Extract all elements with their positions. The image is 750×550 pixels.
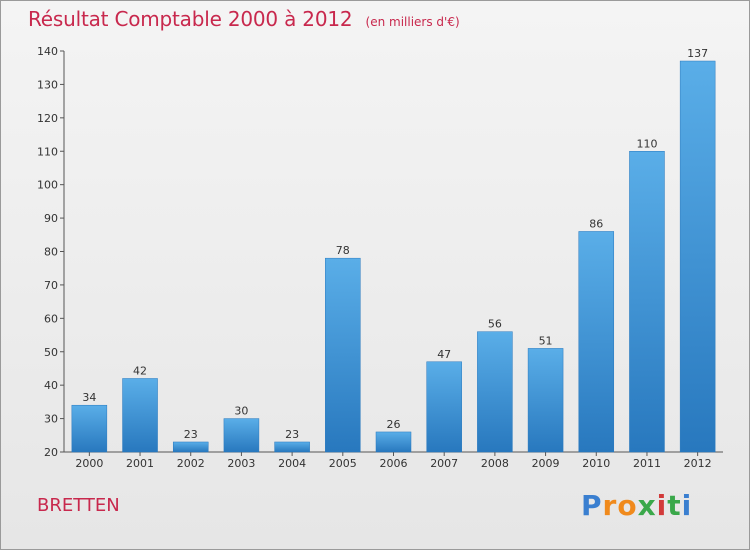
- data-label-2001: 42: [133, 364, 147, 377]
- y-tick-label: 70: [44, 279, 58, 292]
- y-tick-label: 40: [44, 379, 58, 392]
- y-tick-label: 20: [44, 446, 58, 459]
- y-tick-label: 140: [37, 45, 58, 58]
- x-tick-label-2011: 2011: [633, 457, 661, 470]
- chart-unit-label: (en milliers d'€): [365, 15, 460, 29]
- data-label-2007: 47: [437, 348, 451, 361]
- y-tick-label: 30: [44, 413, 58, 426]
- bar-2008: [477, 331, 513, 453]
- logo-letter: i: [656, 489, 668, 522]
- bar-2000: [71, 404, 108, 453]
- chart-bars: [71, 60, 716, 453]
- bar-2006: [375, 431, 412, 453]
- logo-letter: r: [602, 489, 618, 522]
- bar-2003: [223, 418, 260, 453]
- bar-2007: [426, 361, 462, 453]
- x-tick-label-2008: 2008: [481, 457, 509, 470]
- data-label-2002: 23: [184, 428, 198, 441]
- data-label-2008: 56: [488, 318, 502, 331]
- y-tick-label: 80: [44, 246, 58, 259]
- data-label-2009: 51: [539, 334, 553, 347]
- logo-letter: t: [667, 489, 682, 522]
- data-label-2005: 78: [336, 244, 350, 257]
- x-tick-label-2003: 2003: [227, 457, 255, 470]
- chart-axes: 20 30 40 50 60 70 80 90 100 110 120 130 140: [37, 45, 723, 459]
- chart-title: Résultat Comptable 2000 à 2012 (en milli…: [28, 7, 460, 31]
- data-label-2003: 30: [234, 405, 248, 418]
- bar-2011: [629, 151, 665, 453]
- data-label-2004: 23: [285, 428, 299, 441]
- logo-letter: i: [681, 489, 693, 522]
- y-tick-label: 120: [37, 112, 58, 125]
- logo-letter: x: [637, 489, 657, 522]
- logo-letter: P: [581, 489, 603, 522]
- x-tick-label-2007: 2007: [430, 457, 458, 470]
- x-tick-label-2001: 2001: [126, 457, 154, 470]
- chart-title-text: Résultat Comptable 2000 à 2012: [28, 7, 353, 31]
- x-tick-label-2009: 2009: [532, 457, 560, 470]
- bar-2012: [679, 60, 716, 453]
- data-label-2006: 26: [387, 418, 401, 431]
- y-tick-label: 50: [44, 346, 58, 359]
- y-tick-label: 90: [44, 212, 58, 225]
- location-name: BRETTEN: [37, 495, 120, 516]
- data-label-2012: 137: [687, 47, 708, 60]
- y-tick-label: 110: [37, 145, 58, 158]
- data-label-2011: 110: [636, 137, 657, 150]
- bar-2009: [527, 348, 564, 453]
- bar-2001: [122, 378, 158, 453]
- data-label-2000: 34: [82, 391, 96, 404]
- bar-2010: [578, 231, 615, 453]
- chart-labels: 34 2000 42 2001 23 2002 30 2003 23 2004 78 2005 26 20…: [75, 47, 711, 470]
- x-tick-label-2006: 2006: [380, 457, 408, 470]
- bar-2005: [325, 257, 361, 453]
- x-tick-label-2005: 2005: [329, 457, 357, 470]
- x-tick-label-2004: 2004: [278, 457, 306, 470]
- x-tick-label-2002: 2002: [177, 457, 205, 470]
- x-tick-label-2000: 2000: [75, 457, 103, 470]
- y-tick-label: 130: [37, 78, 58, 91]
- logo-letter: o: [617, 489, 638, 522]
- bar-2002: [172, 441, 209, 453]
- data-label-2010: 86: [589, 217, 603, 230]
- proxiti-logo: Proxiti: [581, 489, 692, 522]
- bar-2004: [274, 441, 310, 453]
- x-tick-label-2012: 2012: [684, 457, 712, 470]
- x-tick-label-2010: 2010: [582, 457, 610, 470]
- y-tick-label: 100: [37, 179, 58, 192]
- y-tick-label: 60: [44, 312, 58, 325]
